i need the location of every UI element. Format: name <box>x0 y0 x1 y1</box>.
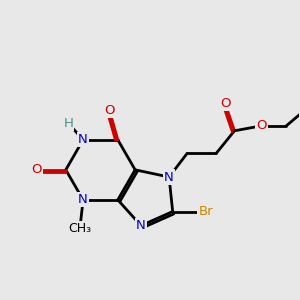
Text: O: O <box>220 97 230 110</box>
Text: O: O <box>32 163 42 176</box>
Text: H: H <box>63 117 73 130</box>
Text: Br: Br <box>198 205 213 218</box>
Text: O: O <box>256 119 267 132</box>
Text: O: O <box>104 104 115 117</box>
Text: CH₃: CH₃ <box>68 222 92 236</box>
Text: N: N <box>78 193 88 206</box>
Text: N: N <box>136 219 146 232</box>
Text: N: N <box>78 133 88 146</box>
Text: N: N <box>164 170 174 184</box>
